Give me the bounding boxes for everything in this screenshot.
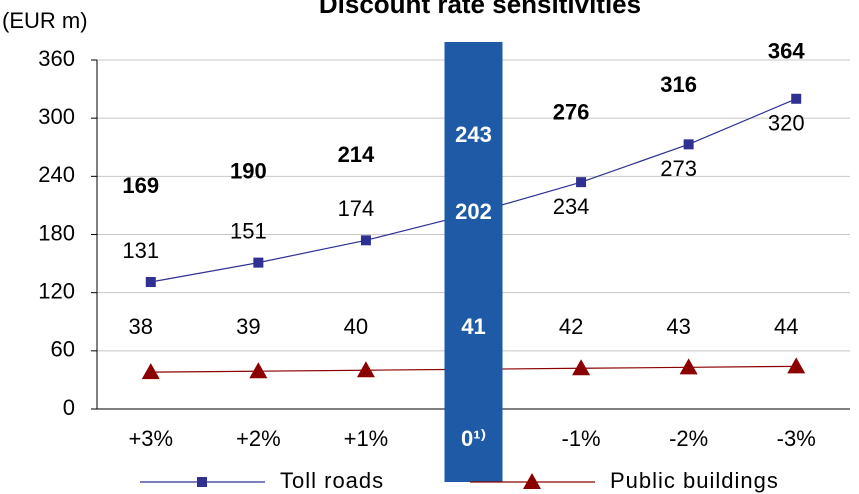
- data-label: 174: [338, 196, 375, 221]
- legend-label: Toll roads: [280, 468, 384, 493]
- x-tick-label: -2%: [669, 426, 708, 451]
- total-label: 276: [553, 99, 590, 124]
- marker: [249, 362, 268, 379]
- data-label: 41: [461, 314, 485, 339]
- data-label: 151: [230, 218, 267, 243]
- marker: [787, 357, 806, 374]
- y-tick-label: 300: [38, 104, 75, 129]
- total-label: 214: [338, 142, 375, 167]
- data-label: 39: [236, 314, 260, 339]
- total-label: 169: [122, 173, 159, 198]
- data-label: 43: [666, 314, 690, 339]
- y-tick-label: 240: [38, 162, 75, 187]
- total-label: 190: [230, 159, 267, 184]
- total-label: 364: [768, 39, 805, 64]
- x-tick-label: -1%: [562, 426, 601, 451]
- data-label: 234: [553, 194, 590, 219]
- marker: [576, 177, 587, 188]
- data-label: 40: [344, 314, 368, 339]
- total-label: 316: [660, 72, 697, 97]
- marker: [791, 93, 802, 104]
- y-tick-label: 60: [51, 337, 75, 362]
- marker: [360, 235, 371, 246]
- chart-title: Discount rate sensitivities: [319, 0, 641, 19]
- data-label: 38: [129, 314, 153, 339]
- data-label: 320: [768, 111, 805, 136]
- legend-marker: [523, 473, 541, 489]
- highlight-bar: [444, 42, 503, 482]
- x-tick-label: 0¹⁾: [461, 426, 486, 451]
- x-tick-label: +3%: [128, 426, 173, 451]
- data-label: 42: [559, 314, 583, 339]
- data-label: 131: [122, 238, 159, 263]
- y-tick-label: 360: [38, 46, 75, 71]
- legend-label: Public buildings: [610, 468, 779, 493]
- y-tick-label: 0: [63, 395, 75, 420]
- data-label: 44: [774, 314, 798, 339]
- y-tick-label: 180: [38, 220, 75, 245]
- marker: [141, 363, 160, 380]
- total-label: 243: [455, 122, 492, 147]
- x-tick-label: -3%: [777, 426, 816, 451]
- data-label: 273: [660, 156, 697, 181]
- marker: [683, 139, 694, 150]
- data-label: 202: [455, 199, 492, 224]
- x-tick-label: +2%: [236, 426, 281, 451]
- x-tick-label: +1%: [344, 426, 389, 451]
- marker: [356, 361, 375, 378]
- marker: [145, 277, 156, 288]
- legend-marker: [197, 477, 207, 487]
- marker: [572, 359, 591, 376]
- y-tick-label: 120: [38, 278, 75, 303]
- marker: [253, 257, 264, 268]
- marker: [679, 358, 698, 375]
- unit-label: (EUR m): [2, 8, 88, 33]
